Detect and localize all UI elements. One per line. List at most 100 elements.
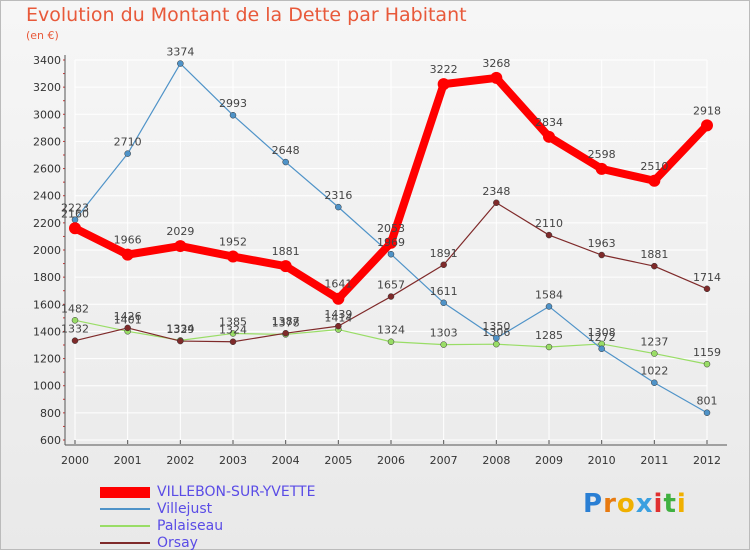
data-point: [493, 199, 500, 207]
data-point: [335, 203, 342, 211]
data-point: [174, 240, 187, 253]
data-point: [440, 299, 447, 307]
data-point: [545, 231, 553, 239]
data-point: [227, 250, 239, 263]
x-tick-label: 2001: [114, 454, 142, 467]
y-tick-label: 2000: [33, 244, 61, 257]
data-point: [124, 150, 131, 157]
data-label: 1439: [324, 308, 352, 321]
data-point: [229, 330, 237, 337]
data-point: [229, 111, 237, 119]
logo-letter: o: [616, 489, 636, 519]
data-label: 1237: [640, 336, 668, 349]
data-label: 801: [697, 395, 718, 408]
data-label: 1272: [588, 331, 616, 344]
data-point: [279, 260, 292, 273]
data-point: [71, 317, 79, 324]
x-tick-label: 2004: [272, 454, 300, 467]
data-label: 1329: [166, 323, 194, 336]
data-label: 1714: [693, 271, 721, 284]
data-label: 1657: [377, 279, 405, 292]
legend-swatch: [100, 486, 150, 498]
data-label: 2648: [272, 144, 300, 157]
data-point: [387, 293, 395, 300]
series-lines: [69, 60, 713, 416]
data-point: [490, 71, 503, 84]
data-label: 1387: [272, 315, 300, 328]
data-point: [648, 174, 661, 187]
data-point: [545, 303, 553, 310]
legend-label: Palaiseau: [157, 518, 224, 534]
data-label: 1401: [114, 313, 142, 326]
y-tick-label: 3200: [33, 81, 61, 94]
grid: [74, 59, 708, 441]
data-label: 1159: [693, 346, 721, 359]
data-label: 1584: [535, 288, 563, 301]
y-tick-label: 1800: [33, 271, 61, 284]
data-point: [703, 409, 711, 416]
data-label: 1482: [61, 302, 89, 315]
data-label: 2029: [166, 225, 194, 238]
data-point: [651, 350, 658, 357]
x-tick-label: 2005: [324, 454, 352, 467]
data-point: [701, 119, 713, 132]
data-point: [703, 360, 711, 368]
data-label: 1285: [535, 329, 563, 342]
data-label: 2053: [377, 222, 405, 235]
data-label: 1385: [219, 315, 247, 328]
data-label: 3268: [482, 57, 510, 70]
data-label: 1611: [430, 285, 458, 298]
data-point: [332, 292, 345, 305]
data-label: 1952: [219, 236, 247, 249]
y-tick-label: 3000: [33, 108, 61, 121]
x-tick-label: 2002: [166, 454, 194, 467]
x-tick-label: 2006: [377, 454, 405, 467]
data-label: 2710: [114, 136, 142, 149]
data-point: [177, 60, 184, 67]
data-label: 2223: [61, 202, 89, 215]
y-tick-label: 800: [40, 407, 61, 420]
y-tick-label: 1400: [33, 325, 61, 338]
data-label: 2993: [219, 97, 247, 110]
x-tick-label: 2008: [482, 454, 510, 467]
data-point: [282, 329, 289, 337]
legend-swatch: [100, 525, 150, 527]
data-label: 1641: [324, 278, 352, 291]
data-point: [121, 248, 134, 261]
x-tick-label: 2010: [588, 454, 616, 467]
proxiti-logo: Proxiti: [583, 489, 687, 519]
data-point: [387, 250, 395, 258]
data-point: [703, 285, 711, 293]
data-label: 2834: [535, 116, 563, 129]
data-point: [493, 340, 500, 348]
logo-letter: i: [676, 489, 687, 519]
y-tick-label: 600: [40, 434, 61, 447]
data-point: [651, 262, 658, 270]
data-point: [437, 78, 450, 91]
data-label: 1334: [166, 322, 194, 335]
y-tick-label: 2600: [33, 163, 61, 176]
data-label: 1332: [61, 323, 89, 336]
data-label: 1350: [482, 320, 510, 333]
data-point: [385, 236, 397, 249]
data-point: [387, 338, 395, 345]
data-point: [177, 337, 184, 345]
y-tick-label: 3400: [33, 54, 61, 67]
data-label: 2598: [588, 148, 616, 161]
x-tick-label: 2003: [219, 454, 247, 467]
data-label: 1324: [377, 324, 405, 337]
data-label: 2510: [640, 160, 668, 173]
x-tick-label: 2007: [430, 454, 458, 467]
legend-swatch: [100, 542, 150, 544]
data-labels: 2160 1966 2029 1952 1881 1641 2053 3222 3268 2834…: [61, 46, 721, 408]
data-point: [493, 334, 500, 342]
data-label: 1969: [377, 236, 405, 249]
logo-letter: r: [603, 489, 617, 519]
data-point: [69, 222, 81, 235]
data-label: 1881: [272, 245, 300, 258]
data-point: [545, 343, 553, 351]
x-tick-label: 2009: [535, 454, 563, 467]
data-label: 2348: [482, 185, 510, 198]
